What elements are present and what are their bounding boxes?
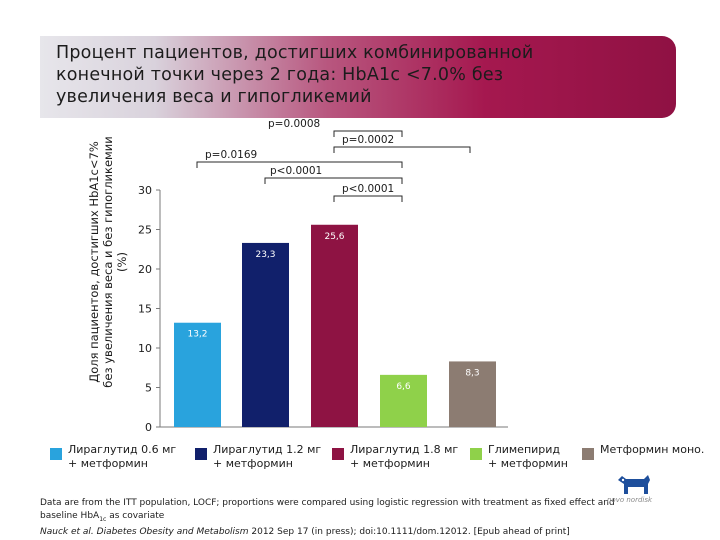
- footnote-line2-prefix: baseline HbA: [40, 511, 100, 521]
- p-value-label: p=0.0008: [268, 118, 320, 130]
- bar: [242, 242, 289, 427]
- legend-label: Метформин моно.: [600, 443, 705, 456]
- citation-rest: 2012 Sep 17 (in press); doi:10.1111/dom.…: [248, 526, 570, 537]
- p-value-label: p<0.0001: [270, 165, 322, 177]
- y-tick-label: 15: [138, 303, 152, 316]
- legend-swatch: [332, 448, 344, 460]
- title-banner: [40, 36, 676, 118]
- y-tick-label: 10: [138, 342, 152, 355]
- significance-bracket: [264, 177, 403, 184]
- significance-bracket: [333, 130, 403, 137]
- legend-swatch: [195, 448, 207, 460]
- bar-value-label: 25,6: [324, 232, 344, 242]
- p-value-label: p=0.0169: [205, 149, 257, 161]
- legend-label: Глимепирид + метформин: [488, 443, 568, 470]
- y-tick-label: 5: [145, 382, 152, 395]
- legend-swatch: [50, 448, 62, 460]
- bar: [449, 361, 496, 427]
- y-tick-label: 30: [138, 184, 152, 197]
- significance-bracket: [196, 161, 403, 168]
- p-value-label: p<0.0001: [342, 183, 394, 195]
- y-tick-label: 0: [145, 421, 152, 434]
- y-axis-label: Доля пациентов, достигших HbA1c<7% без у…: [87, 136, 129, 388]
- significance-bracket: [333, 146, 471, 153]
- legend-label: Лираглутид 1.2 мг + метформин: [213, 443, 322, 470]
- footnote-line2-sub: 1c: [99, 515, 107, 523]
- footnote-citation: Nauck et al. Diabetes Obesity and Metabo…: [40, 526, 700, 539]
- bar-value-label: 8,3: [465, 368, 479, 378]
- legend-label: Лираглутид 1.8 мг + метформин: [350, 443, 459, 470]
- footnote-line2: baseline HbA1c as covariate: [40, 510, 700, 526]
- citation-authors: Nauck et al. Diabetes Obesity and Metabo…: [40, 526, 249, 537]
- bull-logo-icon: [618, 475, 650, 494]
- y-tick-label: 25: [138, 224, 152, 237]
- significance-bracket: [333, 195, 403, 202]
- bar: [174, 322, 221, 427]
- bar: [380, 374, 427, 427]
- bar-value-label: 23,3: [255, 250, 275, 260]
- p-value-label: p=0.0002: [342, 134, 394, 146]
- legend-swatch: [582, 448, 594, 460]
- legend-label: Лираглутид 0.6 мг + метформин: [68, 443, 177, 470]
- bar-value-label: 6,6: [396, 382, 411, 392]
- page-title: Процент пациентов, достигших комбинирова…: [56, 43, 534, 107]
- footnote-line2-suffix: as covariate: [106, 511, 165, 521]
- y-tick-label: 20: [138, 263, 152, 276]
- legend-swatch: [470, 448, 482, 460]
- footnote-line1: Data are from the ITT population, LOCF; …: [40, 498, 615, 508]
- bar-value-label: 13,2: [187, 330, 207, 340]
- bar: [311, 224, 358, 427]
- logo-text: novo nordisk: [607, 496, 653, 504]
- footnote: Data are from the ITT population, LOCF; …: [40, 497, 700, 539]
